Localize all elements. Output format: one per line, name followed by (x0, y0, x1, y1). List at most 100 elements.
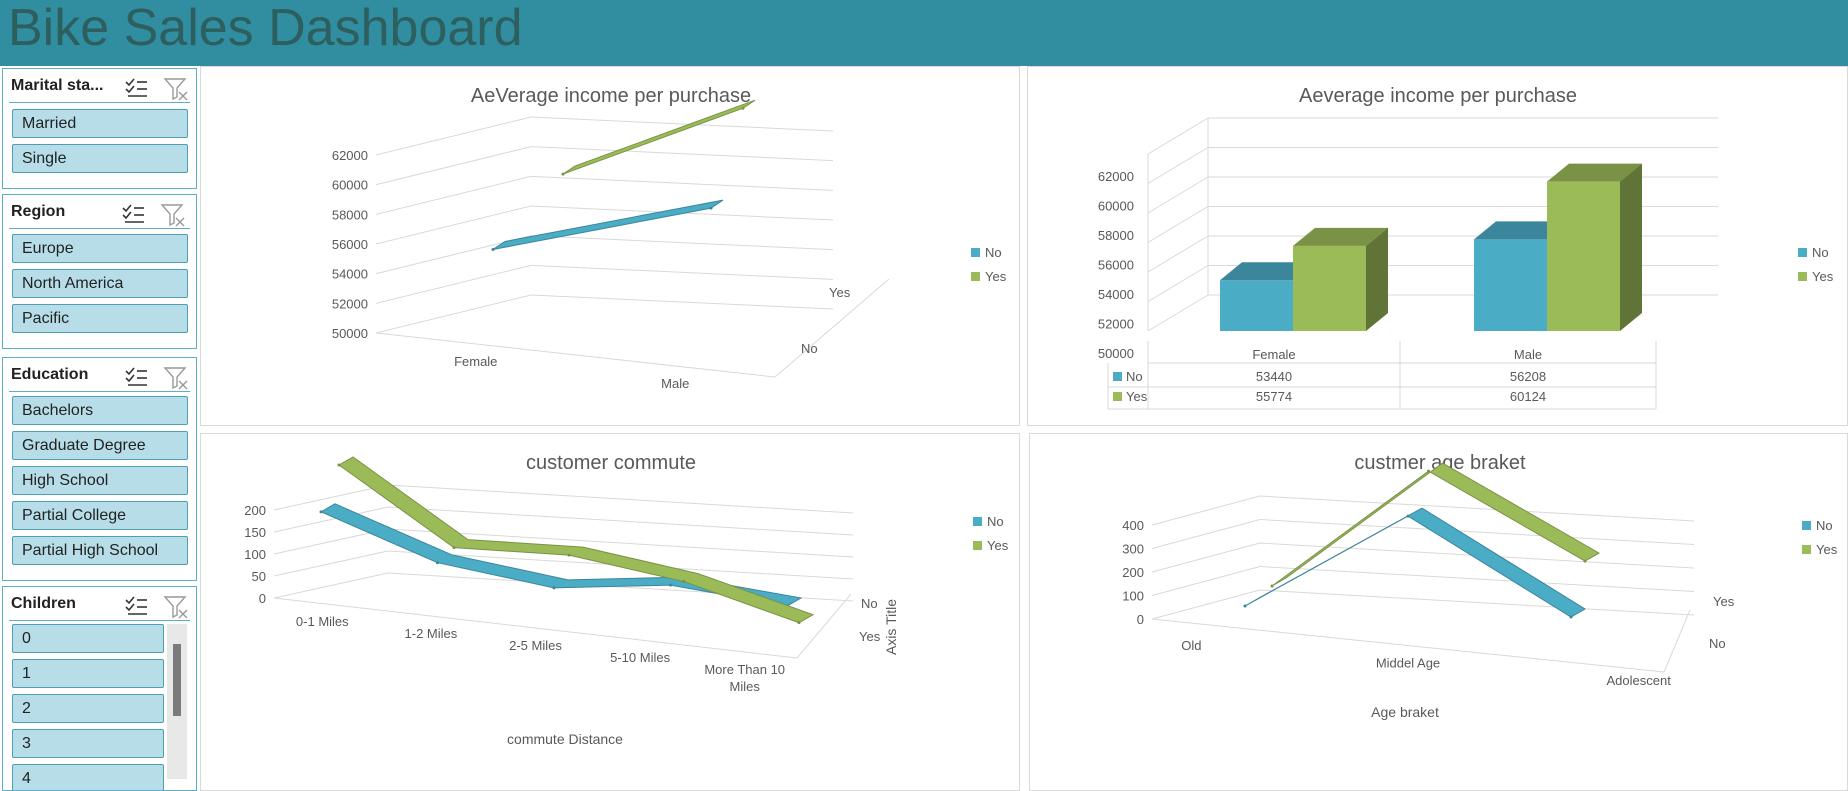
legend-label-no: No (1816, 518, 1833, 533)
slicer-item-partial-high-school[interactable]: Partial High School (12, 536, 188, 565)
scrollbar-thumb[interactable] (173, 644, 181, 716)
chart-panel-age-bracket: custmer age braket 400 300 200 100 0 Old Middel… (1029, 433, 1848, 791)
legend-swatch-no (971, 248, 980, 257)
table-row-label: Yes (1126, 389, 1148, 404)
slicer-title: Education (11, 366, 89, 383)
side-gridline (1151, 589, 1261, 620)
y-tick-label: 56000 (1098, 258, 1134, 273)
y-tick-label: 300 (1122, 542, 1144, 557)
y-tick-label: 58000 (1098, 228, 1134, 243)
floor-edge (273, 597, 798, 659)
income-line-chart: AeVerage income per purchase 62000 60000 58… (332, 85, 1007, 391)
commute-chart: customer commute 200 150 100 50 0 0-1 Miles 1-2… (244, 452, 1009, 747)
multi-select-icon[interactable] (124, 366, 148, 388)
x-tick-label: Male (661, 376, 689, 391)
depth-label: No (1709, 636, 1726, 651)
data-point (1270, 584, 1274, 588)
legend-label-yes: Yes (987, 538, 1009, 553)
slicer-item-partial-college[interactable]: Partial College (12, 501, 188, 530)
clear-filter-icon[interactable] (163, 595, 189, 619)
gridline (1259, 495, 1695, 522)
y-tick-label: 200 (1122, 565, 1144, 580)
table-cell: 53440 (1256, 369, 1292, 384)
side-gridline (273, 484, 389, 511)
y-tick-label: 0 (1137, 612, 1144, 627)
y-tick-label: 200 (244, 503, 266, 518)
y-tick-label: 56000 (332, 237, 368, 252)
clear-filter-icon[interactable] (163, 77, 189, 101)
gridline (530, 294, 834, 310)
data-point (682, 580, 686, 584)
slicer-item-children-1[interactable]: 1 (12, 659, 164, 688)
slicer-item-bachelors[interactable]: Bachelors (12, 396, 188, 425)
clear-filter-icon[interactable] (160, 203, 186, 227)
slicer-item-children-4[interactable]: 4 (12, 764, 164, 790)
side-gridline (375, 116, 532, 156)
slicer-divider (9, 228, 190, 229)
slicer-item-children-2[interactable]: 2 (12, 694, 164, 723)
x-tick-label: 0-1 Miles (296, 614, 349, 629)
data-point (1243, 604, 1247, 608)
multi-select-icon[interactable] (124, 595, 148, 617)
legend-swatch-no (973, 517, 982, 526)
slicer-region: Region Europe North America Pacific (2, 194, 197, 349)
table-cell: 55774 (1256, 389, 1292, 404)
x-tick-label: 2-5 Miles (509, 638, 562, 653)
side-gridline (273, 550, 389, 577)
multi-select-icon[interactable] (121, 203, 145, 225)
slicer-title: Children (11, 595, 76, 612)
y-tick-label: 52000 (1098, 317, 1134, 332)
slicer-title: Region (11, 203, 66, 220)
y-tick-label: 100 (1122, 589, 1144, 604)
gridline (530, 235, 834, 251)
legend-label-yes: Yes (1812, 269, 1834, 284)
x-tick-label: 1-2 Miles (405, 626, 458, 641)
slicer-item-single[interactable]: Single (12, 144, 188, 173)
data-point (741, 106, 745, 110)
gridline (530, 146, 834, 162)
gridline (387, 528, 854, 558)
side-gridline (1151, 519, 1261, 549)
side-gridline (1151, 495, 1261, 526)
slicer-item-children-0[interactable]: 0 (12, 624, 164, 653)
multi-select-icon[interactable] (124, 77, 148, 99)
table-row-label: No (1126, 369, 1143, 384)
x-tick-label: More Than 10 Miles (704, 662, 785, 694)
data-point (337, 463, 341, 467)
slicer-divider (9, 391, 190, 392)
legend-label-no: No (1812, 245, 1829, 260)
slicer-scrollbar[interactable] (167, 624, 187, 779)
slicer-item-europe[interactable]: Europe (12, 234, 188, 263)
slicer-item-married[interactable]: Married (12, 109, 188, 138)
depth-label: Yes (1713, 594, 1735, 609)
legend-label-no: No (987, 514, 1004, 529)
x-tick-label: Adolescent (1607, 673, 1672, 688)
side-gridline (375, 175, 532, 215)
floor-side-edge (1663, 609, 1691, 673)
depth-label: No (861, 596, 878, 611)
slicer-item-children-3[interactable]: 3 (12, 729, 164, 758)
side-gridline (375, 294, 532, 334)
bar-no (1220, 280, 1293, 331)
legend-label-no: No (985, 245, 1002, 260)
table-legend-key (1113, 372, 1122, 381)
bar-top-face (1220, 262, 1315, 281)
bar-top-face (1547, 163, 1642, 182)
slicer-item-north-america[interactable]: North America (12, 269, 188, 298)
slicer-item-graduate-degree[interactable]: Graduate Degree (12, 431, 188, 460)
chart-title: custmer age braket (1354, 452, 1526, 474)
side-gridline (375, 146, 532, 186)
side-gridline (1147, 176, 1209, 214)
slicer-item-high-school[interactable]: High School (12, 466, 188, 495)
depth-label: Yes (859, 629, 881, 644)
bar-no (1474, 239, 1547, 331)
clear-filter-icon[interactable] (163, 366, 189, 390)
x-tick-label: 5-10 Miles (610, 650, 670, 665)
chart-title: Aeverage income per purchase (1299, 85, 1577, 107)
bar-top-face (1474, 221, 1569, 240)
bar-side-face (1620, 163, 1642, 331)
data-point (436, 561, 439, 565)
series-ribbon-yes (562, 99, 756, 175)
floor-edge (375, 332, 776, 378)
slicer-item-pacific[interactable]: Pacific (12, 304, 188, 333)
